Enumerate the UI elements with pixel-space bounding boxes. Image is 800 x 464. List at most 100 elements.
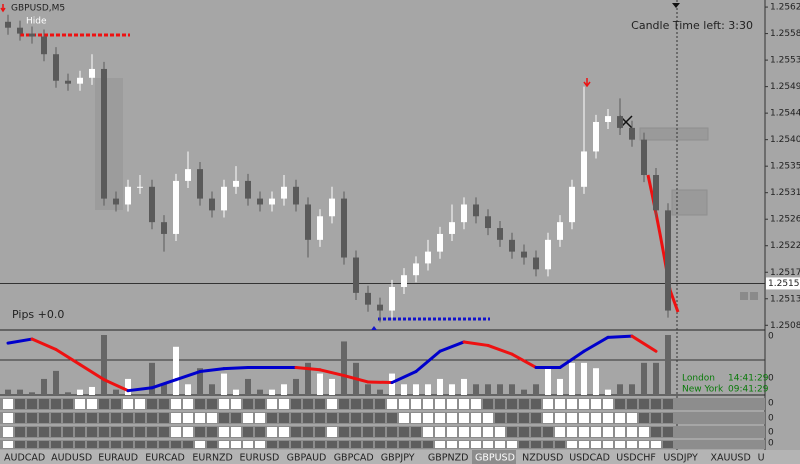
trend-cell: [195, 399, 205, 409]
symbol-tab[interactable]: EURNZD: [192, 453, 233, 464]
momentum-bar: [197, 368, 203, 395]
momentum-bar: [629, 384, 635, 395]
momentum-bar: [545, 368, 551, 395]
y-tick-label: 1.25130: [770, 294, 800, 304]
trend-cell: [315, 399, 325, 409]
trend-cell: [399, 413, 409, 423]
trend-cell: [243, 413, 253, 423]
symbol-tab[interactable]: EURAUD: [98, 453, 138, 464]
trend-cell: [291, 399, 301, 409]
current-price-label: 1.25156: [768, 279, 800, 289]
trend-cell: [135, 399, 145, 409]
trend-cell: [603, 427, 613, 437]
trend-cell: [291, 441, 301, 448]
symbol-tab[interactable]: GBPNZD: [428, 453, 469, 464]
trend-cell: [303, 413, 313, 423]
oscillator-segment: [198, 367, 226, 374]
window-label: 0: [768, 414, 774, 424]
trend-cell: [435, 427, 445, 437]
y-tick-label: 1.25175: [770, 268, 800, 278]
symbol-tab[interactable]: AUDUSD: [51, 453, 92, 464]
trend-cell: [255, 441, 265, 448]
candle-body: [581, 151, 587, 187]
trend-cell: [231, 441, 241, 448]
trend-cell: [387, 413, 397, 423]
symbol-tab[interactable]: USDCAD: [569, 453, 610, 464]
trend-cell: [423, 427, 433, 437]
candle-body: [521, 251, 527, 258]
trend-cell: [639, 441, 649, 448]
symbol-tab[interactable]: EURCAD: [145, 453, 185, 464]
trend-cell: [495, 427, 505, 437]
oscillator-segment: [462, 340, 490, 347]
momentum-bar: [125, 378, 131, 395]
active-tab[interactable]: [472, 450, 516, 464]
trend-cell: [183, 399, 193, 409]
candle-body: [245, 180, 251, 199]
y-tick-label: 1.25445: [770, 109, 800, 119]
trend-cell: [267, 413, 277, 423]
trend-cell: [159, 441, 169, 448]
symbol-tab[interactable]: XAUUSD: [711, 453, 751, 464]
trend-cell: [399, 399, 409, 409]
trend-cell: [471, 441, 481, 448]
trend-cell: [339, 399, 349, 409]
oscillator-segment: [222, 365, 250, 371]
trend-cell: [495, 413, 505, 423]
symbol-tab[interactable]: USDJPY: [663, 453, 698, 464]
trend-cell: [111, 399, 121, 409]
trend-cell: [315, 427, 325, 437]
oscillator-segment: [630, 334, 658, 353]
trend-cell: [615, 399, 625, 409]
trend-cell: [507, 399, 517, 409]
trend-cell: [651, 441, 661, 448]
hide-button[interactable]: Hide: [26, 17, 47, 27]
trend-cell: [171, 441, 181, 448]
trend-cell: [375, 441, 385, 448]
trend-cell: [627, 427, 637, 437]
symbol-tab[interactable]: USDCHF: [616, 453, 656, 464]
pips-label: Pips +0.0: [12, 308, 64, 321]
trend-cell: [315, 441, 325, 448]
symbol-tab[interactable]: GBPAUD: [287, 453, 327, 464]
symbol-tab[interactable]: AUDCAD: [4, 453, 45, 464]
trend-cell: [3, 399, 13, 409]
symbol-arrow: [0, 4, 6, 13]
trend-cell: [15, 427, 25, 437]
trend-cell: [219, 413, 229, 423]
trend-cell: [627, 399, 637, 409]
trend-cell: [555, 427, 565, 437]
trend-cell: [279, 441, 289, 448]
trend-cell: [495, 441, 505, 448]
momentum-bar: [317, 373, 323, 395]
momentum-bar: [437, 378, 443, 395]
trend-cell: [351, 413, 361, 423]
trend-cell: [447, 441, 457, 448]
panel-button[interactable]: [740, 292, 748, 300]
symbol-tab[interactable]: GBPUSD: [475, 453, 515, 464]
panel-button[interactable]: [750, 292, 758, 300]
symbol-tab[interactable]: GBPJPY: [381, 453, 415, 464]
symbol-tab[interactable]: U: [758, 453, 765, 464]
trend-cell: [87, 427, 97, 437]
symbol-tab[interactable]: EURUSD: [240, 453, 280, 464]
candle-timer: Candle Time left: 3:30: [631, 19, 753, 32]
trend-cell: [615, 441, 625, 448]
trend-cell: [135, 413, 145, 423]
symbol-tab[interactable]: NZDUSD: [522, 453, 563, 464]
candle-body: [641, 139, 647, 176]
candle-body: [461, 204, 467, 223]
trend-cell: [567, 399, 577, 409]
trend-cell: [459, 441, 469, 448]
trend-cell: [579, 399, 589, 409]
trend-cell: [279, 427, 289, 437]
trend-cell: [3, 441, 13, 448]
trend-cell: [531, 413, 541, 423]
trend-cell: [471, 413, 481, 423]
momentum-bar: [113, 389, 119, 395]
trend-cell: [411, 441, 421, 448]
candle-body: [401, 275, 407, 287]
trend-cell: [51, 399, 61, 409]
trend-cell: [15, 399, 25, 409]
symbol-tab[interactable]: GBPCAD: [334, 453, 374, 464]
